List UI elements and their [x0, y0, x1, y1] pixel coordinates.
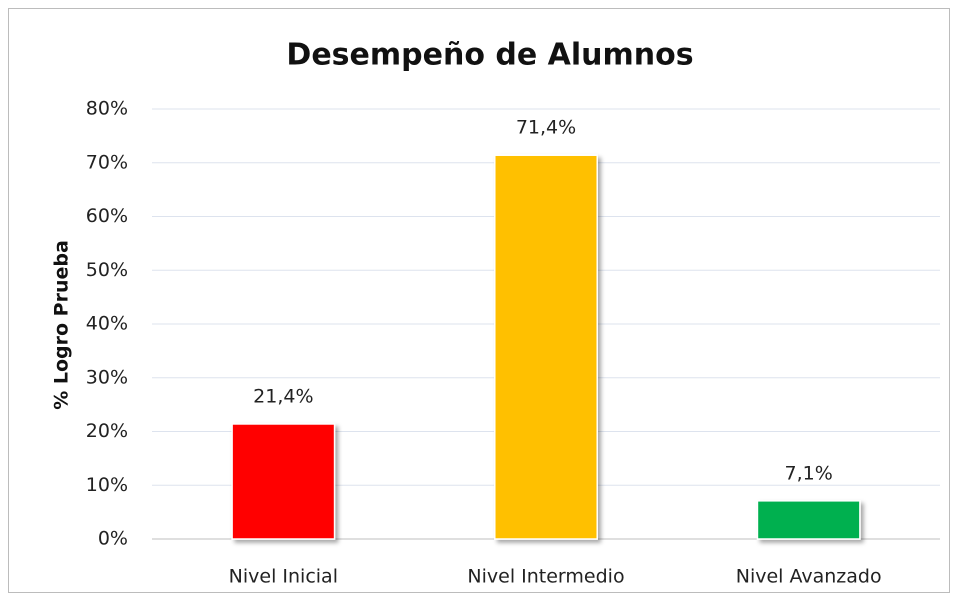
- bar: [756, 500, 861, 540]
- chart-title: Desempeño de Alumnos: [286, 38, 693, 73]
- y-tick-label: 70%: [86, 151, 128, 173]
- bar: [231, 423, 336, 540]
- y-tick-label: 80%: [86, 98, 128, 120]
- bar: [494, 154, 598, 540]
- data-label: 71,4%: [516, 117, 576, 139]
- y-axis-label: % Logro Prueba: [51, 240, 73, 410]
- y-tick-label: 0%: [98, 528, 128, 550]
- y-tick-label: 50%: [86, 259, 128, 281]
- x-tick-label: Nivel Inicial: [229, 566, 338, 588]
- y-tick-label: 30%: [86, 366, 128, 388]
- y-tick-label: 20%: [86, 420, 128, 442]
- y-tick-label: 60%: [86, 205, 128, 227]
- x-tick-label: Nivel Avanzado: [736, 566, 882, 588]
- y-tick-label: 10%: [86, 474, 128, 496]
- data-label: 21,4%: [253, 385, 313, 407]
- y-tick-label: 40%: [86, 313, 128, 335]
- chart-frame: [8, 8, 950, 593]
- data-label: 7,1%: [785, 462, 833, 484]
- x-tick-label: Nivel Intermedio: [467, 566, 624, 588]
